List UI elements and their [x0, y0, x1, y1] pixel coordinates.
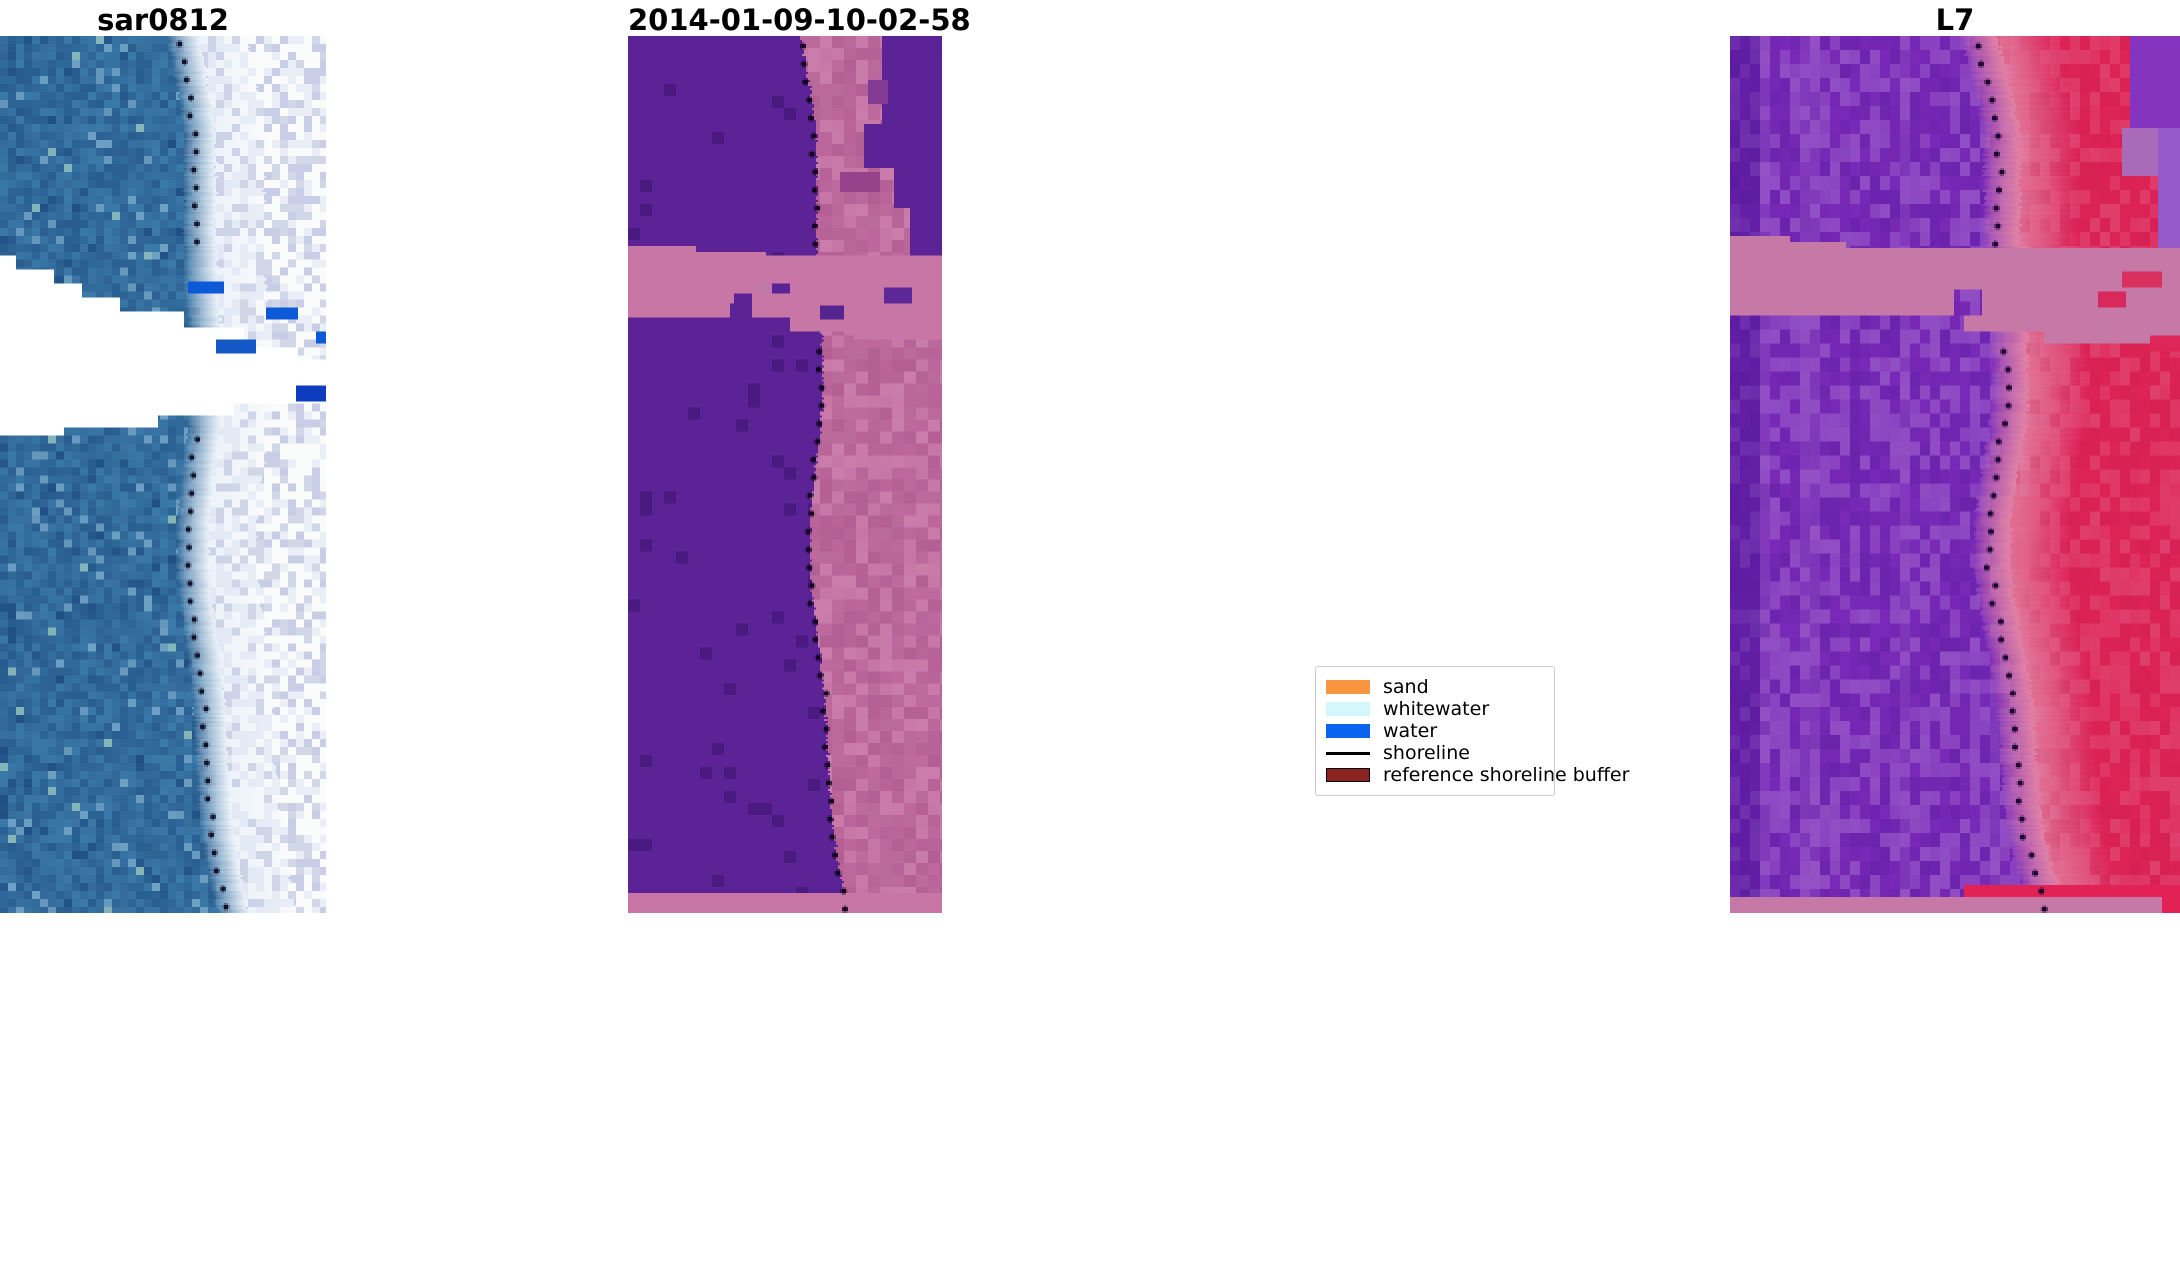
panel-image-sar[interactable] [0, 36, 326, 913]
sand-swatch-icon [1326, 680, 1370, 694]
legend-label-water: water [1383, 720, 1438, 742]
legend-item-sand: sand [1326, 676, 1544, 698]
legend-item-reference-buffer: reference shoreline buffer [1326, 764, 1629, 786]
sar-raster [0, 36, 326, 913]
legend: sand whitewater water shoreline referenc… [1315, 666, 1629, 796]
shoreline-line-icon [1326, 746, 1370, 760]
panel-title-l7: L7 [1935, 3, 1975, 37]
legend-label-whitewater: whitewater [1383, 698, 1490, 720]
legend-item-whitewater: whitewater [1326, 698, 1544, 720]
whitewater-swatch-icon [1326, 702, 1370, 716]
panel-image-l7[interactable] [1730, 36, 2180, 913]
legend-item-water: water [1326, 720, 1544, 742]
legend-label-reference-buffer: reference shoreline buffer [1383, 764, 1630, 786]
legend-label-shoreline: shoreline [1383, 742, 1470, 764]
panel-title-sar: sar0812 [97, 3, 229, 37]
classified-raster [628, 36, 942, 913]
panel-image-classified[interactable] [628, 36, 942, 913]
l7-raster [1730, 36, 2180, 913]
reference-buffer-swatch-icon [1326, 768, 1370, 782]
legend-item-shoreline: shoreline [1326, 742, 1544, 764]
water-swatch-icon [1326, 724, 1370, 738]
legend-label-sand: sand [1383, 676, 1429, 698]
panel-title-classified: 2014-01-09-10-02-58 [628, 3, 971, 37]
